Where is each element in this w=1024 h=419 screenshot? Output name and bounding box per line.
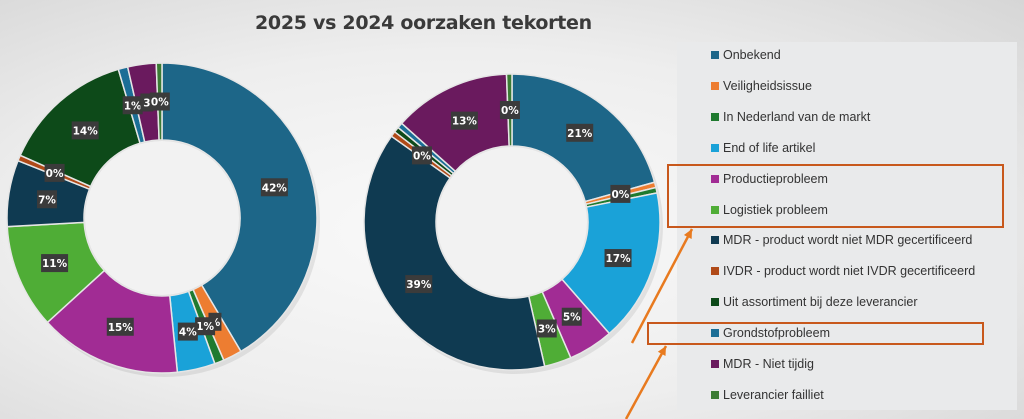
- donut-slice: [363, 135, 546, 371]
- chart-title: 2025 vs 2024 oorzaken tekorten: [255, 12, 592, 34]
- svg-text:7%: 7%: [38, 194, 56, 206]
- legend-label: Uit assortiment bij deze leverancier: [723, 295, 918, 310]
- legend-item: Uit assortiment bij deze leverancier: [711, 295, 918, 309]
- legend-swatch: [711, 267, 719, 276]
- legend-item: MDR - product wordt niet MDR gecertifice…: [711, 233, 972, 247]
- legend-item: End of life artikel: [711, 141, 815, 155]
- legend-item: Productieprobleem: [711, 172, 828, 186]
- data-label: 17%: [604, 249, 632, 268]
- data-label: 13%: [450, 111, 478, 130]
- data-label: 39%: [405, 275, 433, 294]
- legend-label: Onbekend: [723, 48, 781, 62]
- svg-text:0%: 0%: [413, 150, 431, 162]
- data-label: 1%: [195, 317, 216, 336]
- data-label: 4%: [177, 322, 198, 341]
- legend-swatch: [711, 81, 719, 90]
- legend-item: IVDR - product wordt niet IVDR gecertifi…: [711, 264, 975, 278]
- svg-text:39%: 39%: [406, 279, 432, 291]
- svg-text:1%: 1%: [124, 100, 142, 112]
- donut-chart-1: 42%%1%4%15%11%7%0%14%1%30%: [6, 62, 320, 377]
- svg-text:15%: 15%: [108, 322, 134, 334]
- legend-swatch: [711, 143, 719, 152]
- svg-text:5%: 5%: [563, 312, 581, 324]
- legend-swatch: [711, 236, 719, 245]
- data-label: 3%: [536, 319, 557, 338]
- legend-item: Grondstofprobleem: [711, 326, 830, 340]
- legend-item: Veiligheidsissue: [711, 79, 812, 93]
- legend-label: MDR - product wordt niet MDR gecertifice…: [723, 233, 973, 248]
- data-label: 21%: [566, 123, 594, 142]
- legend-label: Logistiek probleem: [723, 202, 828, 217]
- legend-swatch: [711, 174, 719, 183]
- legend-label: End of life artikel: [723, 140, 816, 155]
- legend-label: MDR - Niet tijdig: [723, 357, 814, 371]
- svg-text:4%: 4%: [179, 327, 197, 339]
- legend-item: In Nederland van de markt: [711, 110, 870, 124]
- svg-text:1%: 1%: [196, 321, 214, 333]
- legend-item: MDR - Niet tijdig: [711, 357, 814, 371]
- svg-text:3%: 3%: [538, 323, 556, 335]
- svg-text:3: 3: [143, 97, 150, 109]
- svg-text:11%: 11%: [42, 258, 68, 270]
- data-label: 0%: [610, 184, 631, 203]
- highlight-box-production-logistics: [667, 164, 1004, 228]
- legend-swatch: [711, 51, 719, 59]
- data-label: 14%: [71, 121, 99, 140]
- data-label: 1%: [122, 96, 143, 115]
- svg-text:17%: 17%: [605, 253, 631, 265]
- legend-item: Onbekend: [711, 48, 781, 62]
- arrow-icon: [630, 228, 694, 344]
- legend-swatch: [711, 329, 719, 338]
- legend-label: In Nederland van de markt: [723, 109, 871, 124]
- donut-slice: [161, 62, 318, 353]
- legend-label: IVDR - product wordt niet IVDR gecertifi…: [723, 264, 976, 279]
- highlight-box-raw-material: [647, 322, 984, 345]
- svg-text:0%: 0%: [151, 97, 169, 109]
- data-label: 15%: [106, 317, 134, 336]
- legend-label: Productieprobleem: [723, 171, 828, 186]
- legend-label: Leverancier failliet: [723, 387, 824, 402]
- legend-swatch: [711, 390, 719, 399]
- legend-item: Leverancier failliet: [711, 388, 824, 402]
- svg-text:0%: 0%: [46, 168, 64, 180]
- legend-swatch: [711, 205, 719, 214]
- svg-text:21%: 21%: [567, 128, 593, 140]
- legend-item: Logistiek probleem: [711, 203, 828, 217]
- data-label: 42%: [260, 178, 288, 197]
- legend-label: Veiligheidsissue: [723, 78, 812, 93]
- legend-swatch: [711, 360, 719, 368]
- data-label: 0%: [149, 92, 170, 111]
- svg-text:0%: 0%: [612, 189, 630, 201]
- legend-swatch: [711, 298, 719, 307]
- data-label: 0%: [411, 146, 432, 165]
- svg-text:14%: 14%: [73, 125, 99, 137]
- svg-text:%: %: [210, 317, 221, 329]
- data-label: 11%: [41, 254, 69, 273]
- svg-text:0%: 0%: [501, 105, 519, 117]
- data-label: 0%: [499, 101, 520, 120]
- legend-label: Grondstofprobleem: [723, 326, 831, 341]
- svg-text:13%: 13%: [452, 116, 478, 128]
- arrow-icon: [624, 345, 668, 419]
- data-label: 5%: [561, 307, 582, 326]
- data-label: 0%: [44, 163, 65, 182]
- data-label: 7%: [37, 190, 58, 209]
- donut-chart-2: 21% 0% 17% 5% 3% 39% 0% 13% 0%: [363, 73, 663, 374]
- legend-swatch: [711, 112, 719, 121]
- svg-text:42%: 42%: [262, 182, 288, 194]
